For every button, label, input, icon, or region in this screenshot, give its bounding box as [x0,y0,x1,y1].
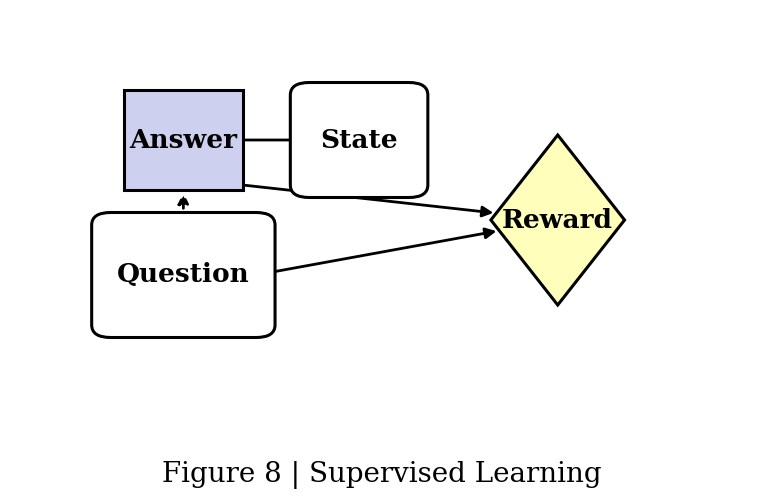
Text: Question: Question [117,262,250,287]
FancyBboxPatch shape [290,82,428,198]
Text: State: State [320,128,398,152]
FancyBboxPatch shape [92,212,275,338]
Text: Reward: Reward [502,208,613,233]
FancyBboxPatch shape [124,90,243,190]
Polygon shape [490,135,625,305]
Text: Answer: Answer [129,128,238,152]
Text: Figure 8 | Supervised Learning: Figure 8 | Supervised Learning [162,461,602,489]
